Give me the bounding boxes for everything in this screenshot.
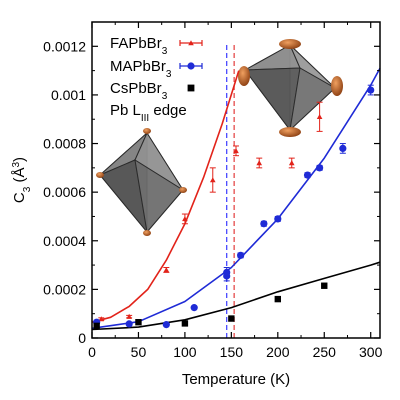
y-tick-label: 0.0004 <box>43 233 86 249</box>
data-point-mapbbr3 <box>303 171 312 179</box>
x-tick-label: 250 <box>313 344 337 360</box>
x-tick-label: 100 <box>173 344 197 360</box>
data-point-mapbbr3 <box>162 321 170 329</box>
legend-marker-cspbbr3 <box>187 84 195 92</box>
data-point-mapbbr3 <box>260 220 268 228</box>
x-tick-label: 150 <box>220 344 244 360</box>
plot-frame <box>91 21 381 339</box>
legend-markers <box>179 40 203 92</box>
legend-label-fapbbr3: FAPbBr3 <box>110 35 168 57</box>
data-point-fapbbr3 <box>209 177 216 183</box>
data-point-fapbbr3 <box>288 160 295 166</box>
fit-curve-cspbbr3 <box>91 261 381 331</box>
octahedron-illustration-left <box>96 128 187 236</box>
y-tick-label: 0 <box>78 330 86 346</box>
data-points <box>93 84 375 330</box>
y-tick-label: 0.0002 <box>43 281 86 297</box>
fit-curves <box>91 67 381 331</box>
y-tick-label: 0.0006 <box>43 184 86 200</box>
data-point-mapbbr3 <box>274 215 282 223</box>
data-point-mapbbr3 <box>190 304 198 312</box>
data-point-fapbbr3 <box>233 148 239 154</box>
x-tick-label: 0 <box>88 344 96 360</box>
legend-label-cspbbr3: CsPbBr3 <box>110 80 168 102</box>
octahedron-illustration-right <box>238 39 343 137</box>
legend-marker-fapbbr3 <box>188 40 194 46</box>
data-point-cspbbr3 <box>274 295 282 303</box>
data-point-fapbbr3 <box>163 267 170 273</box>
data-point-mapbbr3 <box>125 320 133 328</box>
data-point-mapbbr3 <box>367 86 375 94</box>
x-tick-label: 300 <box>359 344 383 360</box>
data-point-fapbbr3 <box>256 160 263 166</box>
legend: FAPbBr3 MAPbBr3 CsPbBr3 Pb LIII edge <box>110 35 203 124</box>
data-point-cspbbr3 <box>135 319 142 326</box>
fit-curve-fapbbr3 <box>91 70 240 323</box>
data-point-cspbbr3 <box>181 320 189 327</box>
data-point-mapbbr3 <box>316 164 324 172</box>
data-point-cspbbr3 <box>321 282 328 289</box>
data-point-fapbbr3 <box>126 313 132 319</box>
data-point-mapbbr3 <box>339 144 347 152</box>
transition-markers <box>226 45 235 338</box>
axis-ticks: 0 50 100 150 200 250 300 0 0.0002 0.0004 0.0006 0.0… <box>43 22 383 360</box>
data-point-mapbbr3 <box>237 251 245 259</box>
y-tick-label: 0.001 <box>51 87 86 103</box>
x-tick-label: 200 <box>266 344 290 360</box>
y-axis-label: C3 (Å3) <box>11 157 33 203</box>
x-tick-label: 50 <box>131 344 147 360</box>
data-point-cspbbr3 <box>93 322 100 330</box>
data-point-fapbbr3 <box>182 216 188 222</box>
data-point-cspbbr3 <box>228 315 235 322</box>
data-point-mapbbr3 <box>223 268 231 276</box>
y-tick-label: 0.0012 <box>43 38 86 54</box>
legend-label-mapbbr3: MAPbBr3 <box>110 58 172 80</box>
data-point-fapbbr3 <box>98 316 105 322</box>
y-tick-label: 0.0008 <box>43 136 86 152</box>
legend-marker-mapbbr3 <box>187 62 195 70</box>
data-point-fapbbr3 <box>316 114 323 120</box>
x-axis-label: Temperature (K) <box>182 371 290 388</box>
fit-curve-mapbbr3 <box>91 67 381 330</box>
legend-title: Pb LIII edge <box>110 102 187 124</box>
